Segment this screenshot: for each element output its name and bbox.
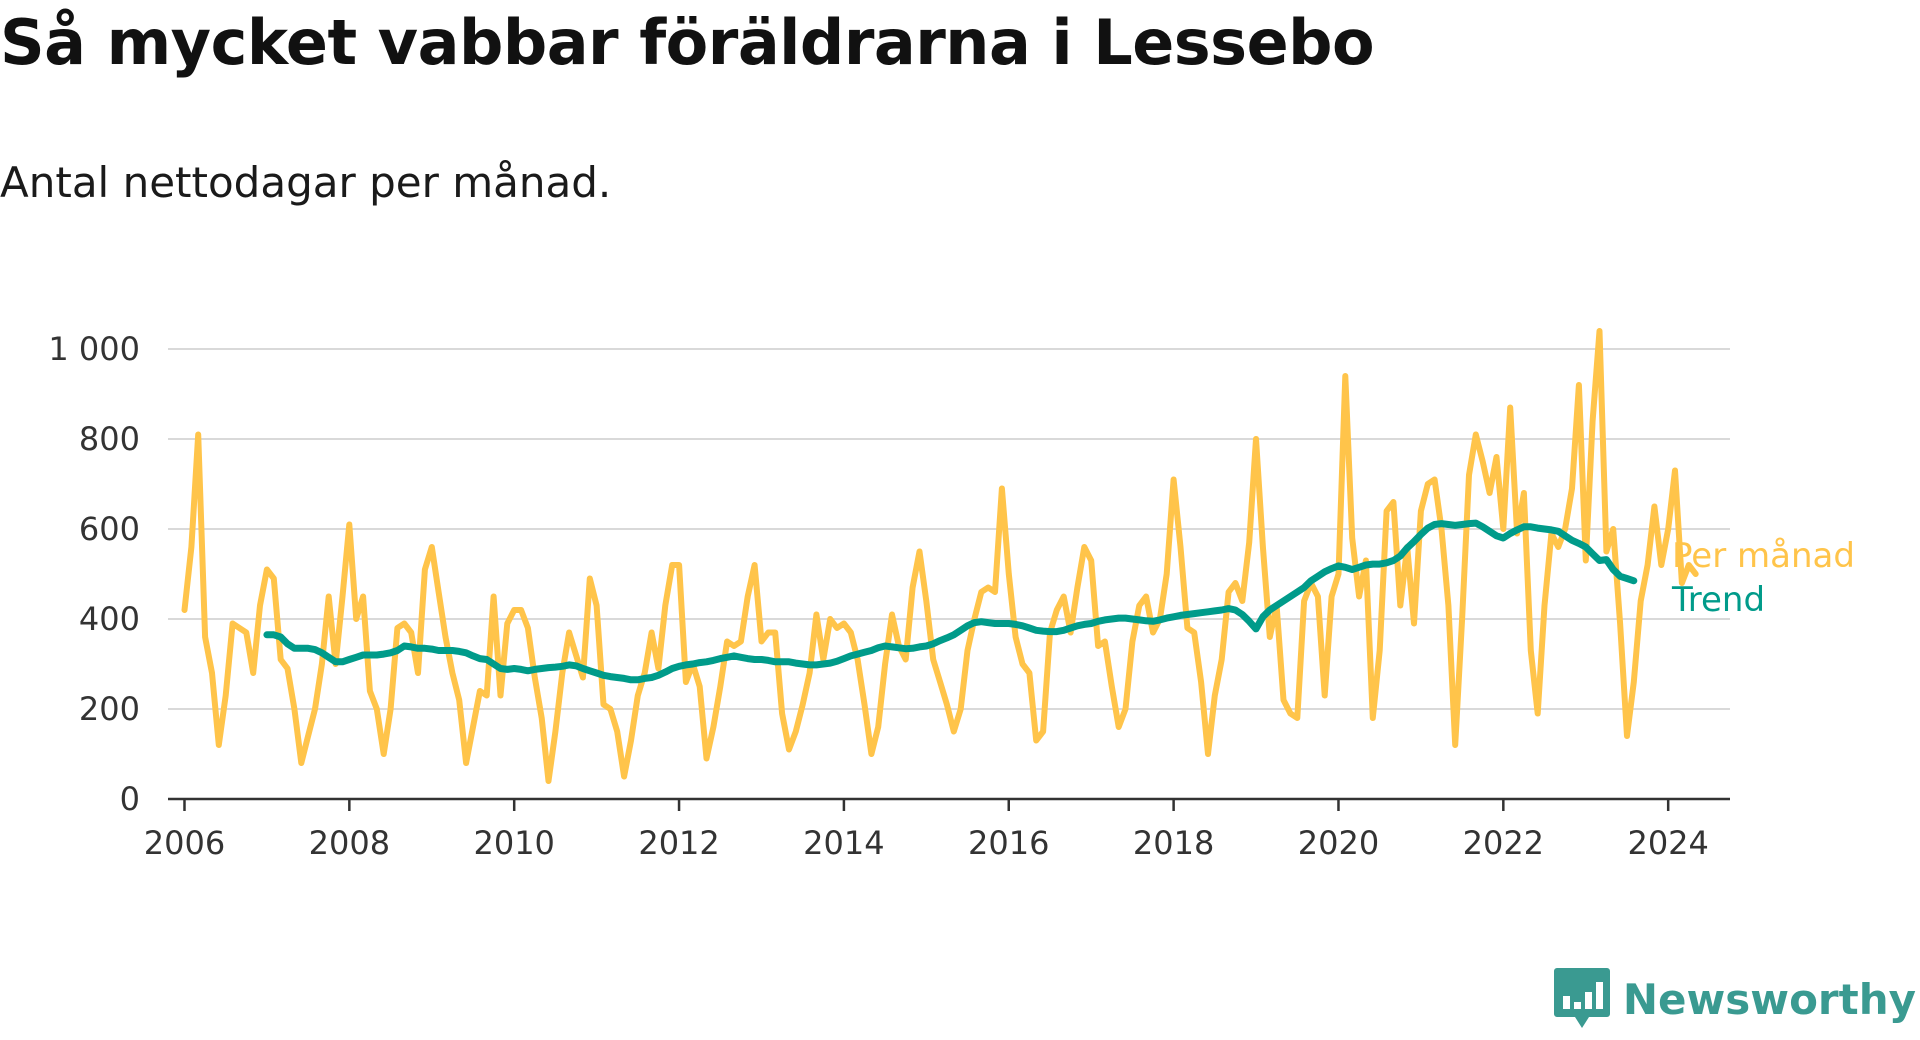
newsworthy-logo-icon (1553, 968, 1610, 1028)
newsworthy-logo: Newsworthy (1553, 964, 1916, 1034)
grid-lines (168, 348, 1730, 710)
chart-title: Så mycket vabbar föräldrarna i Lessebo (0, 6, 1375, 79)
x-tick-label: 2016 (968, 824, 1049, 862)
x-tick-label: 2024 (1627, 824, 1708, 862)
x-tick-label: 2014 (803, 824, 884, 862)
x-tick-label: 2008 (309, 824, 390, 862)
x-tick-label: 2012 (638, 824, 719, 862)
y-tick-label: 800 (79, 420, 140, 458)
series-lines (181, 328, 1699, 784)
y-axis-tick-labels: 0 200 400 600 800 1 000 (48, 330, 140, 818)
x-tick-label: 2010 (473, 824, 554, 862)
x-tick-label: 2022 (1463, 824, 1544, 862)
y-tick-label: 1 000 (48, 330, 140, 368)
x-tick-label: 2020 (1298, 824, 1379, 862)
legend-label-trend: Trend (1671, 580, 1765, 620)
y-tick-label: 400 (79, 600, 140, 638)
chart-subtitle: Antal nettodagar per månad. (0, 158, 612, 207)
y-tick-label: 200 (79, 690, 140, 728)
x-tick-label: 2018 (1133, 824, 1214, 862)
x-tick-label: 2006 (144, 824, 225, 862)
y-tick-label: 600 (79, 510, 140, 548)
legend-label-per-manad: Per månad (1672, 536, 1855, 576)
x-axis: 2006 2008 2010 2012 2014 2016 2018 2020 2022 2024 (144, 797, 1730, 862)
y-tick-label: 0 (120, 780, 140, 818)
series-line-trend (263, 519, 1638, 684)
series-line-per-manad (181, 328, 1699, 784)
newsworthy-logo-text: Newsworthy (1622, 974, 1916, 1024)
